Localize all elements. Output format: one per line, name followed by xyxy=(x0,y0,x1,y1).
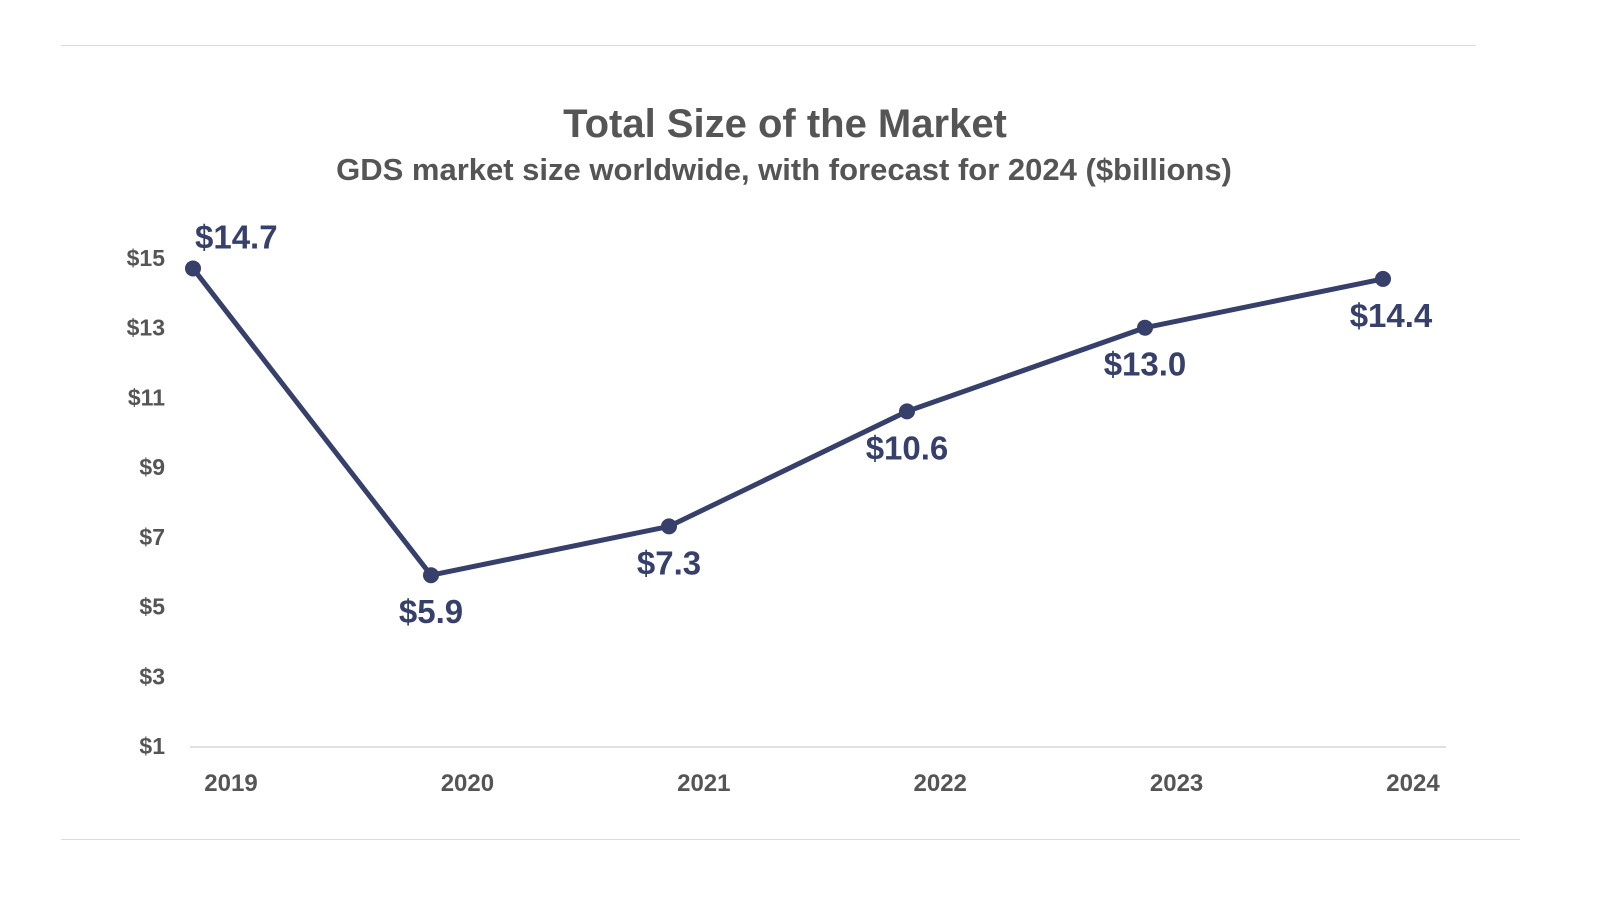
data-markers xyxy=(185,260,1391,584)
top-divider xyxy=(61,45,1476,46)
data-point xyxy=(1375,270,1391,287)
data-label: $13.0 xyxy=(1104,346,1187,383)
x-tick-label: 2024 xyxy=(1386,770,1440,797)
data-point xyxy=(185,260,201,277)
x-tick-label: 2022 xyxy=(914,770,967,797)
x-axis-ticks: 2019 2020 2021 2022 2023 2024 xyxy=(204,770,1440,797)
y-tick-label: $1 xyxy=(139,733,165,759)
y-tick-label: $15 xyxy=(127,245,166,271)
x-tick-label: 2021 xyxy=(677,770,730,797)
bottom-divider xyxy=(61,839,1520,840)
data-point xyxy=(1137,319,1153,336)
data-point xyxy=(423,567,439,584)
data-label: $10.6 xyxy=(866,429,949,466)
y-tick-label: $5 xyxy=(139,594,165,620)
y-tick-label: $11 xyxy=(128,384,165,410)
data-label: $14.4 xyxy=(1350,297,1433,334)
chart-title: Total Size of the Market xyxy=(563,102,1007,146)
data-point xyxy=(899,403,915,420)
data-label: $7.3 xyxy=(637,544,701,581)
y-tick-label: $9 xyxy=(139,454,165,480)
x-tick-label: 2020 xyxy=(441,770,494,797)
series-line xyxy=(190,265,1386,578)
y-tick-label: $7 xyxy=(139,524,165,550)
data-point xyxy=(661,518,677,535)
x-tick-label: 2019 xyxy=(204,770,257,797)
y-tick-label: $13 xyxy=(127,315,165,341)
y-axis-ticks: $1 $3 $5 $7 $9 $11 $13 $15 xyxy=(127,245,166,759)
chart-subtitle: GDS market size worldwide, with forecast… xyxy=(336,152,1232,187)
x-tick-label: 2023 xyxy=(1150,770,1203,797)
data-label: $14.7 xyxy=(195,218,278,255)
y-tick-label: $3 xyxy=(139,663,165,689)
data-label: $5.9 xyxy=(399,593,463,630)
data-labels: $14.7 $5.9 $7.3 $10.6 $13.0 $14.4 xyxy=(195,218,1433,630)
